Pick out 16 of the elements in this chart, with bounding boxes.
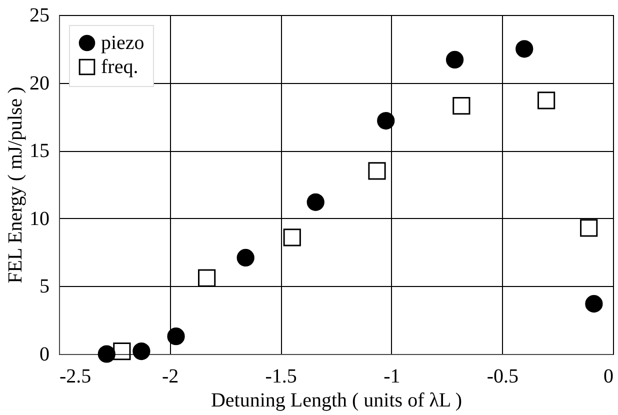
x-tick-label: -2.5 xyxy=(60,366,92,388)
x-tick-label: -1.5 xyxy=(265,366,297,388)
x-tick-label: -0.5 xyxy=(486,366,519,388)
x-tick-label: -1 xyxy=(384,366,400,388)
legend-label: freq. xyxy=(101,56,138,78)
y-tick-label: 25 xyxy=(30,4,50,26)
y-tick-label: 20 xyxy=(30,72,50,94)
y-tick-label: 15 xyxy=(30,140,50,162)
y-axis-title: FEL Energy ( mJ/pulse ) xyxy=(4,86,26,284)
x-axis-title: Detuning Length ( units of λL ) xyxy=(210,390,462,412)
x-tick-label: -2 xyxy=(162,366,179,388)
legend-label: piezo xyxy=(101,32,144,54)
y-tick-label: 5 xyxy=(40,276,50,298)
y-tick-label: 0 xyxy=(40,344,50,366)
y-tick-label: 10 xyxy=(30,208,50,230)
x-tick-label: 0 xyxy=(604,366,614,388)
